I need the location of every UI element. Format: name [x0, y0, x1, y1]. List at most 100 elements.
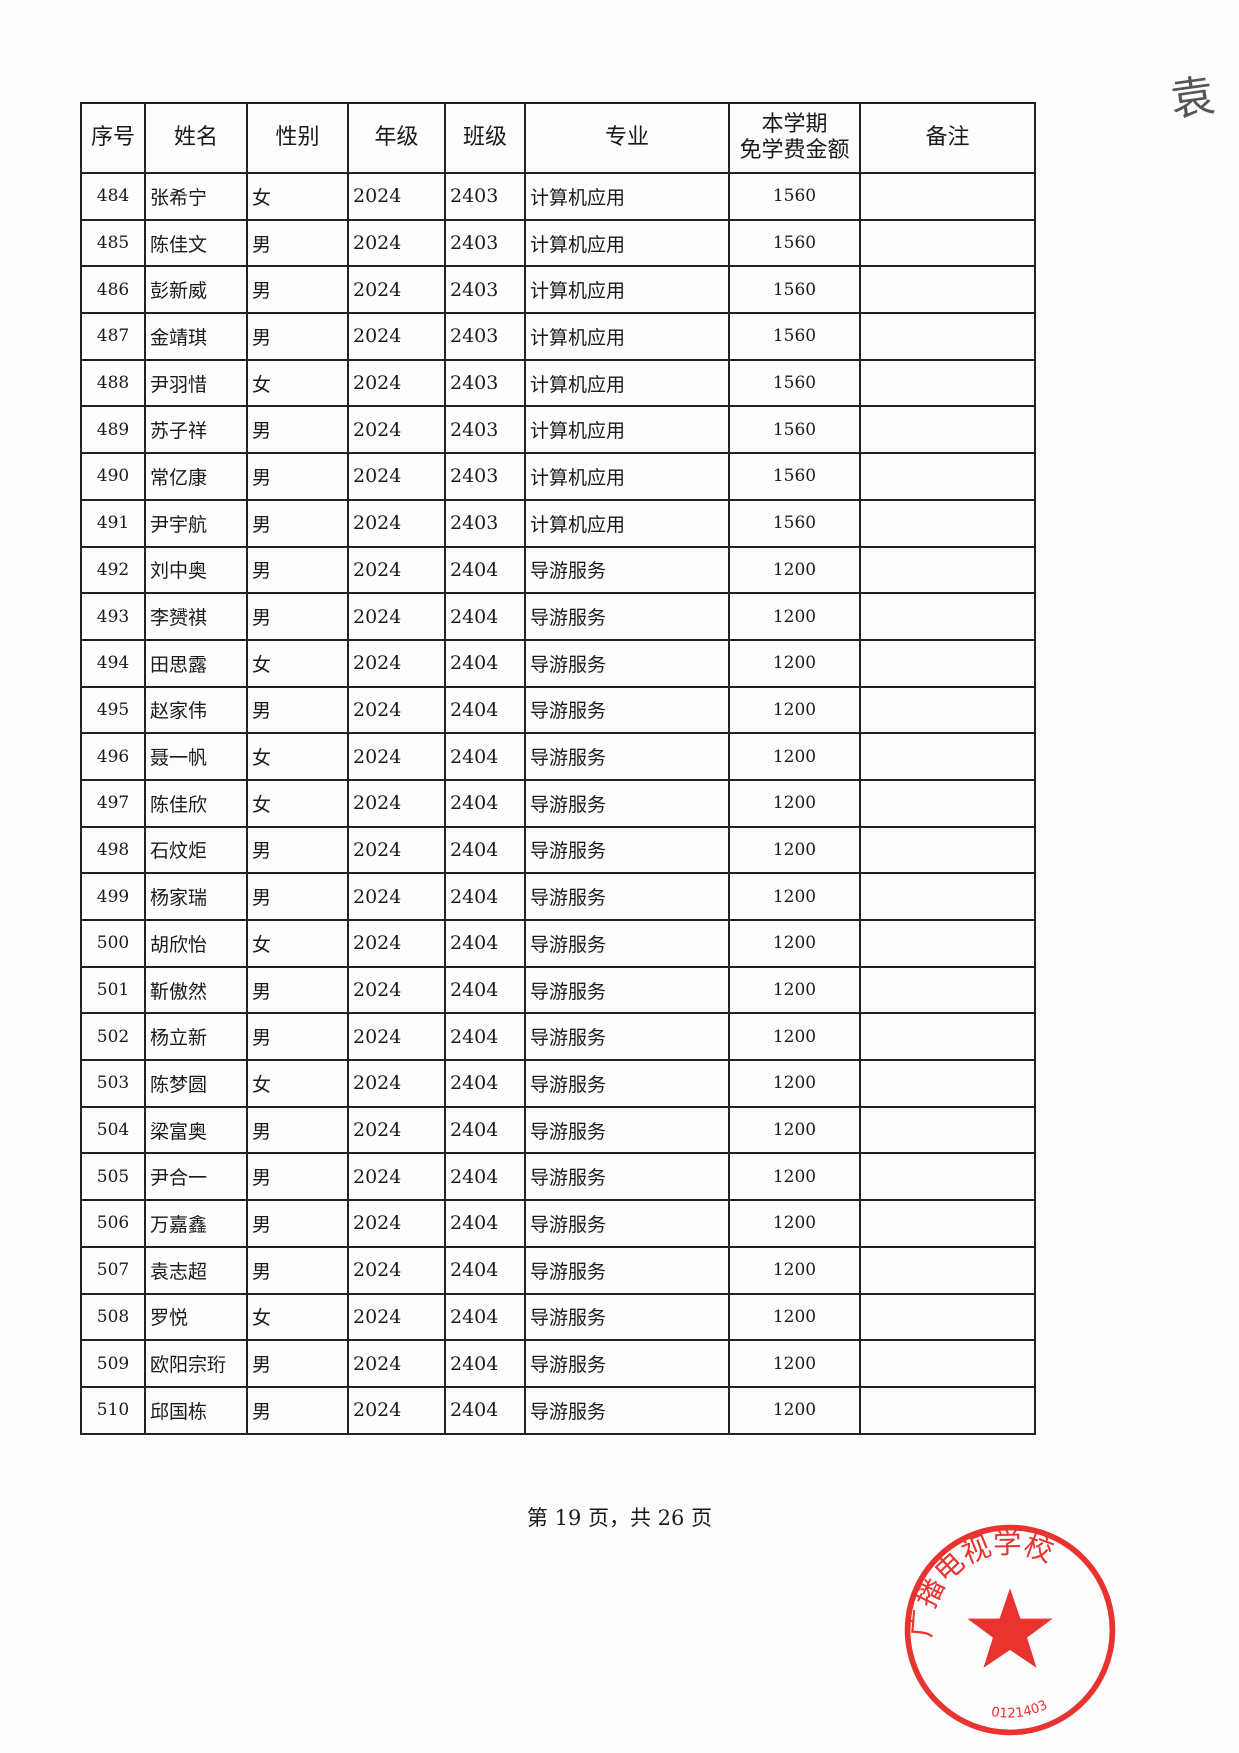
cell-remark [859, 172, 1036, 221]
cell-amount: 1560 [728, 218, 861, 268]
cell-major: 计算机应用 [524, 405, 730, 455]
cell-index: 497 [80, 778, 146, 828]
cell-major: 导游服务 [524, 1292, 730, 1342]
cell-class: 2404 [444, 1339, 526, 1388]
cell-class: 2404 [444, 1199, 526, 1248]
cell-class: 2404 [444, 1105, 526, 1155]
cell-amount: 1560 [728, 265, 861, 315]
cell-index: 507 [80, 1245, 146, 1295]
cell-major: 计算机应用 [524, 172, 730, 221]
cell-grade: 2024 [347, 452, 446, 501]
table-row: 490 常亿康男 2024 2403 计算机应用 1560 [80, 452, 1036, 501]
header-line: 免学费金额 [739, 138, 850, 163]
header-col-amount: 本学期 免学费金额 [728, 102, 861, 174]
cell-gender: 男 [246, 965, 349, 1015]
cell-gender: 男 [246, 685, 349, 735]
cell-index: 502 [80, 1012, 146, 1062]
official-seal: 广播电视学校 0121403 [904, 1524, 1116, 1736]
cell-gender: 男 [246, 592, 349, 641]
cell-index: 494 [80, 638, 146, 688]
header-col-class: 班级 [444, 102, 526, 174]
cell-grade: 2024 [347, 312, 446, 361]
cell-remark [859, 545, 1036, 595]
cell-major: 计算机应用 [524, 312, 730, 361]
table-row: 496 聂一帆女 2024 2404 导游服务 1200 [80, 732, 1036, 781]
cell-index: 495 [80, 685, 146, 735]
cell-amount: 1200 [728, 1245, 861, 1295]
cell-major: 计算机应用 [524, 498, 730, 548]
cell-name: 尹宇航 [144, 498, 248, 548]
cell-major: 导游服务 [524, 592, 730, 641]
cell-class: 2404 [444, 685, 526, 735]
svg-text:广播电视学校: 广播电视学校 [904, 1527, 1057, 1639]
cell-remark [859, 1339, 1036, 1388]
cell-major: 计算机应用 [524, 358, 730, 408]
cell-name: 罗悦 [144, 1292, 248, 1342]
cell-index: 500 [80, 919, 146, 968]
cell-amount: 1560 [728, 312, 861, 361]
cell-grade: 2024 [347, 1245, 446, 1295]
table-row: 503 陈梦圆女 2024 2404 导游服务 1200 [80, 1059, 1036, 1108]
cell-major: 导游服务 [524, 1059, 730, 1108]
star-icon [967, 1588, 1053, 1668]
cell-name: 石炆炬 [144, 825, 248, 875]
cell-gender: 男 [246, 1245, 349, 1295]
cell-name: 赵家伟 [144, 685, 248, 735]
cell-class: 2404 [444, 1059, 526, 1108]
cell-class: 2403 [444, 358, 526, 408]
cell-name: 常亿康 [144, 452, 248, 501]
cell-amount: 1200 [728, 732, 861, 781]
cell-name: 尹合一 [144, 1152, 248, 1202]
cell-name: 田思露 [144, 638, 248, 688]
cell-name: 欧阳宗珩 [144, 1339, 248, 1388]
cell-grade: 2024 [347, 1059, 446, 1108]
cell-class: 2404 [444, 825, 526, 875]
header-col-name: 姓名 [144, 102, 248, 174]
cell-name: 陈梦圆 [144, 1059, 248, 1108]
cell-name: 金靖琪 [144, 312, 248, 361]
cell-class: 2403 [444, 172, 526, 221]
cell-name: 彭新威 [144, 265, 248, 315]
table-row: 488 尹羽惜女 2024 2403 计算机应用 1560 [80, 358, 1036, 408]
header-col-major: 专业 [524, 102, 730, 174]
cell-grade: 2024 [347, 1199, 446, 1248]
cell-index: 496 [80, 732, 146, 781]
cell-class: 2404 [444, 872, 526, 921]
cell-name: 梁富奥 [144, 1105, 248, 1155]
cell-remark [859, 685, 1036, 735]
cell-index: 499 [80, 872, 146, 921]
cell-amount: 1200 [728, 919, 861, 968]
table-row: 491 尹宇航男 2024 2403 计算机应用 1560 [80, 498, 1036, 548]
header-col-index: 序号 [80, 102, 146, 174]
cell-amount: 1200 [728, 685, 861, 735]
cell-remark [859, 1292, 1036, 1342]
cell-amount: 1200 [728, 1012, 861, 1062]
cell-major: 导游服务 [524, 965, 730, 1015]
cell-class: 2403 [444, 452, 526, 501]
cell-index: 498 [80, 825, 146, 875]
cell-remark [859, 1385, 1036, 1435]
cell-grade: 2024 [347, 872, 446, 921]
cell-name: 袁志超 [144, 1245, 248, 1295]
cell-grade: 2024 [347, 638, 446, 688]
cell-gender: 男 [246, 218, 349, 268]
cell-amount: 1200 [728, 1105, 861, 1155]
cell-remark [859, 638, 1036, 688]
cell-gender: 男 [246, 1152, 349, 1202]
cell-remark [859, 1245, 1036, 1295]
cell-gender: 男 [246, 405, 349, 455]
table-header-row: 序号 姓名 性别 年级 班级 专业 本学期 免学费金额 备注 [80, 102, 1036, 174]
table-row: 487 金靖琪男 2024 2403 计算机应用 1560 [80, 312, 1036, 361]
cell-major: 导游服务 [524, 545, 730, 595]
cell-major: 导游服务 [524, 1339, 730, 1388]
cell-gender: 女 [246, 172, 349, 221]
cell-major: 导游服务 [524, 1105, 730, 1155]
cell-amount: 1200 [728, 872, 861, 921]
cell-remark [859, 919, 1036, 968]
cell-remark [859, 1152, 1036, 1202]
cell-name: 刘中奥 [144, 545, 248, 595]
cell-gender: 男 [246, 872, 349, 921]
cell-index: 492 [80, 545, 146, 595]
seal-code: 0121403 [990, 1698, 1050, 1722]
